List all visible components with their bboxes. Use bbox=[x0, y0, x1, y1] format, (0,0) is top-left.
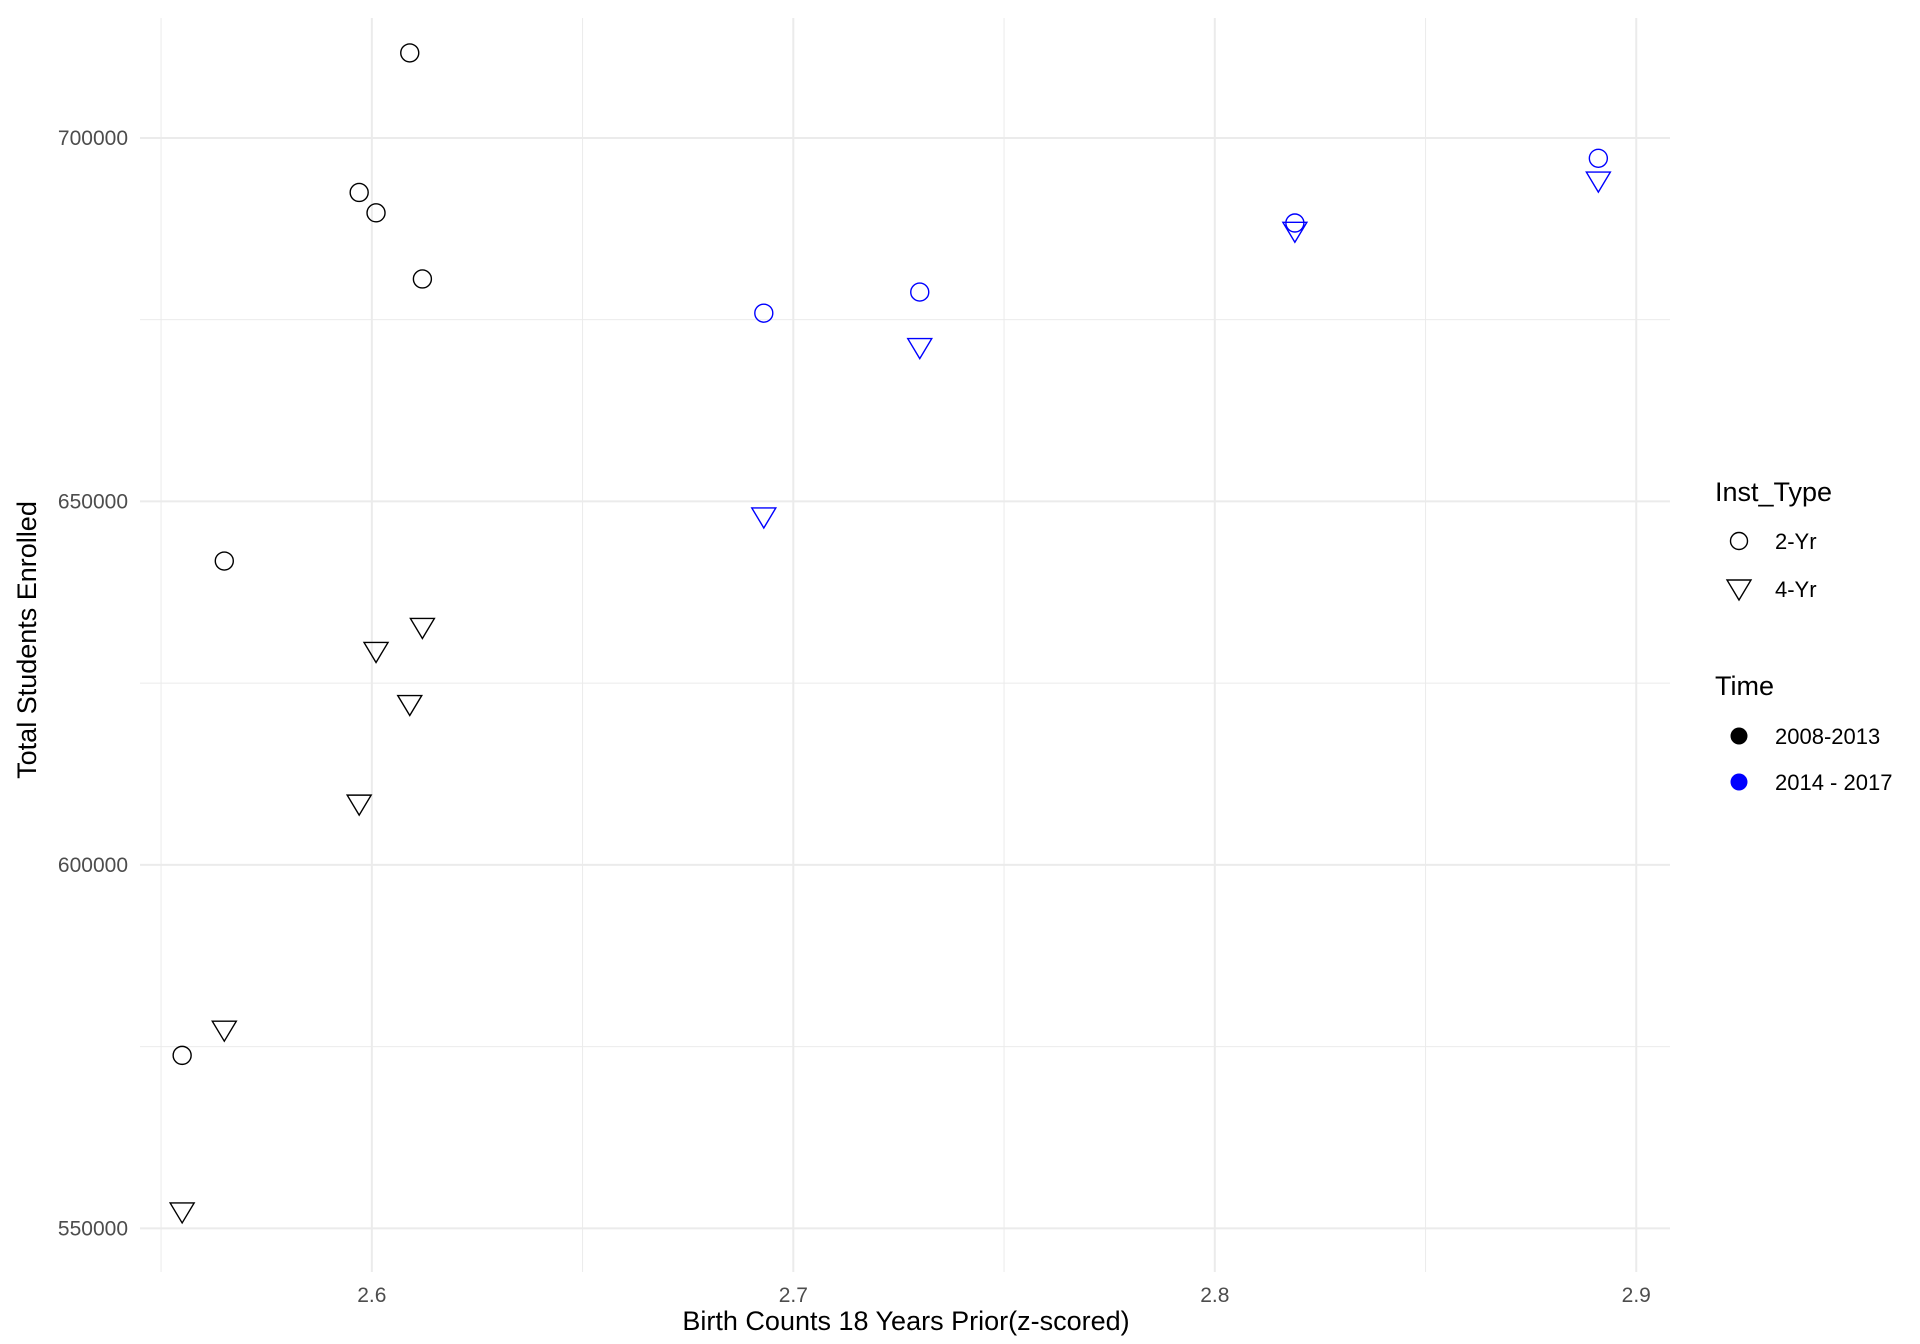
point-2yr bbox=[214, 551, 234, 571]
point-2yr bbox=[910, 282, 930, 302]
point-4yr bbox=[211, 1020, 238, 1043]
point-2yr bbox=[754, 303, 774, 323]
point-4yr bbox=[1281, 221, 1309, 244]
y-tick-label: 600000 bbox=[58, 854, 128, 877]
point-4yr bbox=[906, 337, 933, 360]
point-2yr bbox=[1588, 148, 1609, 169]
legend-label-2014-2017: 2014 - 2017 bbox=[1775, 770, 1892, 795]
x-tick-label: 2.7 bbox=[779, 1284, 808, 1307]
legend: Inst_Type 2-Yr 4-Yr Time 2008-2013 2014 … bbox=[1715, 477, 1892, 795]
legend-key-black-dot-icon bbox=[1730, 727, 1748, 745]
point-2yr bbox=[366, 203, 386, 223]
x-tick-label: 2.6 bbox=[357, 1284, 386, 1307]
data-points bbox=[168, 43, 1612, 1225]
point-2yr bbox=[400, 43, 420, 63]
y-axis-title: Total Students Enrolled bbox=[12, 501, 42, 779]
tick-labels: 2.6 2.7 2.8 2.9 550000 600000 650000 700000 bbox=[58, 127, 1651, 1307]
point-2yr bbox=[412, 269, 433, 289]
grid-lines bbox=[140, 18, 1670, 1272]
point-4yr bbox=[345, 794, 373, 817]
legend-title-inst-type: Inst_Type bbox=[1715, 477, 1832, 507]
x-axis-title: Birth Counts 18 Years Prior(z-scored) bbox=[682, 1306, 1129, 1336]
y-tick-label: 650000 bbox=[58, 490, 128, 513]
point-4yr bbox=[168, 1202, 196, 1225]
legend-title-time: Time bbox=[1715, 671, 1774, 701]
x-tick-label: 2.9 bbox=[1622, 1284, 1651, 1307]
legend-key-triangle-icon bbox=[1725, 579, 1753, 602]
x-tick-label: 2.8 bbox=[1200, 1284, 1229, 1307]
y-tick-label: 700000 bbox=[58, 127, 128, 150]
point-4yr bbox=[362, 641, 390, 664]
legend-label-4yr: 4-Yr bbox=[1775, 577, 1817, 602]
legend-key-blue-dot-icon bbox=[1730, 773, 1748, 791]
point-2yr bbox=[172, 1045, 192, 1066]
point-2yr bbox=[349, 182, 369, 203]
point-2yr bbox=[1285, 213, 1305, 233]
y-tick-label: 550000 bbox=[58, 1217, 128, 1240]
legend-label-2yr: 2-Yr bbox=[1775, 529, 1817, 554]
point-4yr bbox=[396, 694, 423, 717]
legend-key-circle-icon bbox=[1729, 531, 1749, 551]
legend-label-2008-2013: 2008-2013 bbox=[1775, 724, 1880, 749]
point-4yr bbox=[1585, 171, 1612, 194]
point-4yr bbox=[409, 617, 436, 640]
point-4yr bbox=[750, 507, 778, 530]
